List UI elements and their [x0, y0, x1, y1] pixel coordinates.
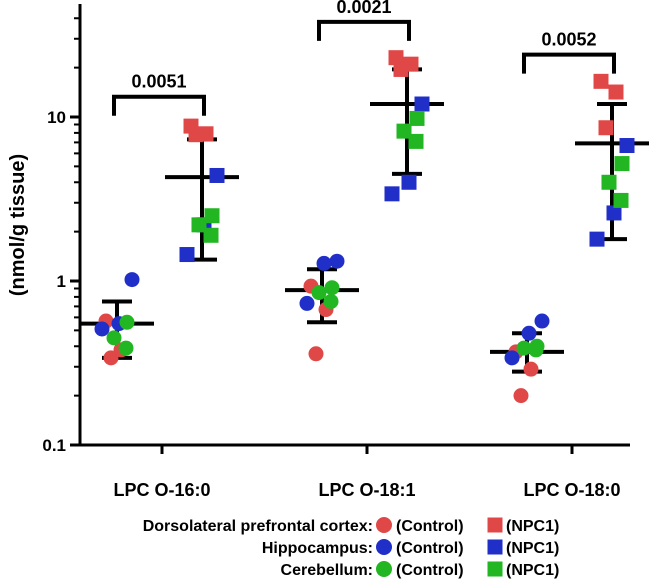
p-value-label: 0.0051	[131, 72, 186, 92]
y-tick-label: 0.1	[42, 436, 66, 455]
y-tick-label: 10	[47, 108, 66, 127]
data-point-square	[384, 186, 400, 202]
data-point-square	[614, 156, 630, 172]
legend: Dorsolateral prefrontal cortex: (Control)…	[143, 517, 559, 579]
category-label: LPC O-18:1	[318, 480, 415, 500]
data-point-square	[203, 227, 219, 243]
data-point-square	[209, 167, 225, 183]
significance-bracket	[112, 94, 206, 116]
data-point-square	[613, 192, 629, 208]
data-point-square	[619, 138, 635, 154]
data-point-circle	[513, 388, 529, 404]
data-point-square	[598, 120, 614, 136]
data-point-square	[589, 231, 605, 247]
data-point-circle	[299, 295, 315, 311]
legend-npc1-marker	[487, 539, 503, 555]
data-point-circle	[308, 346, 324, 362]
data-point-square	[409, 110, 425, 126]
data-point-square	[606, 205, 622, 221]
data-point-square	[414, 96, 430, 112]
y-axis-label: (nmol/g tissue)	[7, 154, 29, 296]
legend-region-label: Hippocampus:	[262, 540, 373, 557]
data-point-circle	[329, 253, 345, 269]
x-axis-category-labels: LPC O-16:0 LPC O-18:1 LPC O-18:0	[113, 445, 621, 500]
p-value-label: 0.0052	[541, 30, 596, 50]
legend-npc1-label: (NPC1)	[506, 562, 559, 579]
data-point-square	[608, 84, 624, 100]
legend-control-label: (Control)	[396, 562, 464, 579]
y-tick-label: 1	[57, 272, 66, 291]
data-point-circle	[323, 293, 339, 309]
category-label: LPC O-16:0	[113, 480, 210, 500]
legend-region-label: Cerebellum:	[281, 562, 373, 579]
data-point-circle	[534, 313, 550, 329]
legend-control-label: (Control)	[396, 518, 464, 535]
data-points	[94, 50, 635, 404]
data-point-square	[396, 123, 412, 139]
data-point-circle	[118, 340, 134, 356]
data-point-circle	[316, 255, 332, 271]
legend-npc1-label: (NPC1)	[506, 518, 559, 535]
legend-control-label: (Control)	[396, 540, 464, 557]
data-point-circle	[103, 350, 119, 366]
axes	[78, 4, 630, 447]
data-point-square	[393, 61, 409, 77]
legend-control-marker	[376, 561, 392, 577]
data-point-square	[601, 174, 617, 190]
y-axis-ticks: 0.1 1 10	[42, 17, 80, 455]
significance-bracket	[522, 52, 616, 74]
data-point-square	[401, 174, 417, 190]
data-point-circle	[528, 342, 544, 358]
data-point-circle	[521, 325, 537, 341]
data-point-circle	[124, 272, 140, 288]
significance-bracket	[317, 19, 411, 41]
data-point-circle	[324, 280, 340, 296]
significance-annotations: 0.0051 0.0021 0.0052	[112, 0, 616, 116]
data-point-circle	[311, 285, 327, 301]
legend-npc1-marker	[487, 517, 503, 533]
legend-control-marker	[376, 517, 392, 533]
data-point-square	[408, 133, 424, 149]
legend-region-label: Dorsolateral prefrontal cortex:	[143, 518, 373, 535]
data-point-circle	[516, 340, 532, 356]
summary-bars	[80, 67, 649, 374]
data-point-circle	[504, 350, 520, 366]
data-point-circle	[106, 330, 122, 346]
data-point-circle	[94, 321, 110, 337]
data-point-square	[593, 73, 609, 89]
data-point-square	[204, 208, 220, 224]
data-point-square	[191, 217, 207, 233]
legend-npc1-marker	[487, 561, 503, 577]
data-point-circle	[119, 314, 135, 330]
data-point-square	[188, 127, 204, 143]
legend-npc1-label: (NPC1)	[506, 540, 559, 557]
data-point-square	[179, 247, 195, 263]
category-label: LPC O-18:0	[523, 480, 620, 500]
legend-control-marker	[376, 539, 392, 555]
data-point-circle	[523, 361, 539, 377]
data-point-square	[388, 50, 404, 66]
p-value-label: 0.0021	[336, 0, 391, 17]
